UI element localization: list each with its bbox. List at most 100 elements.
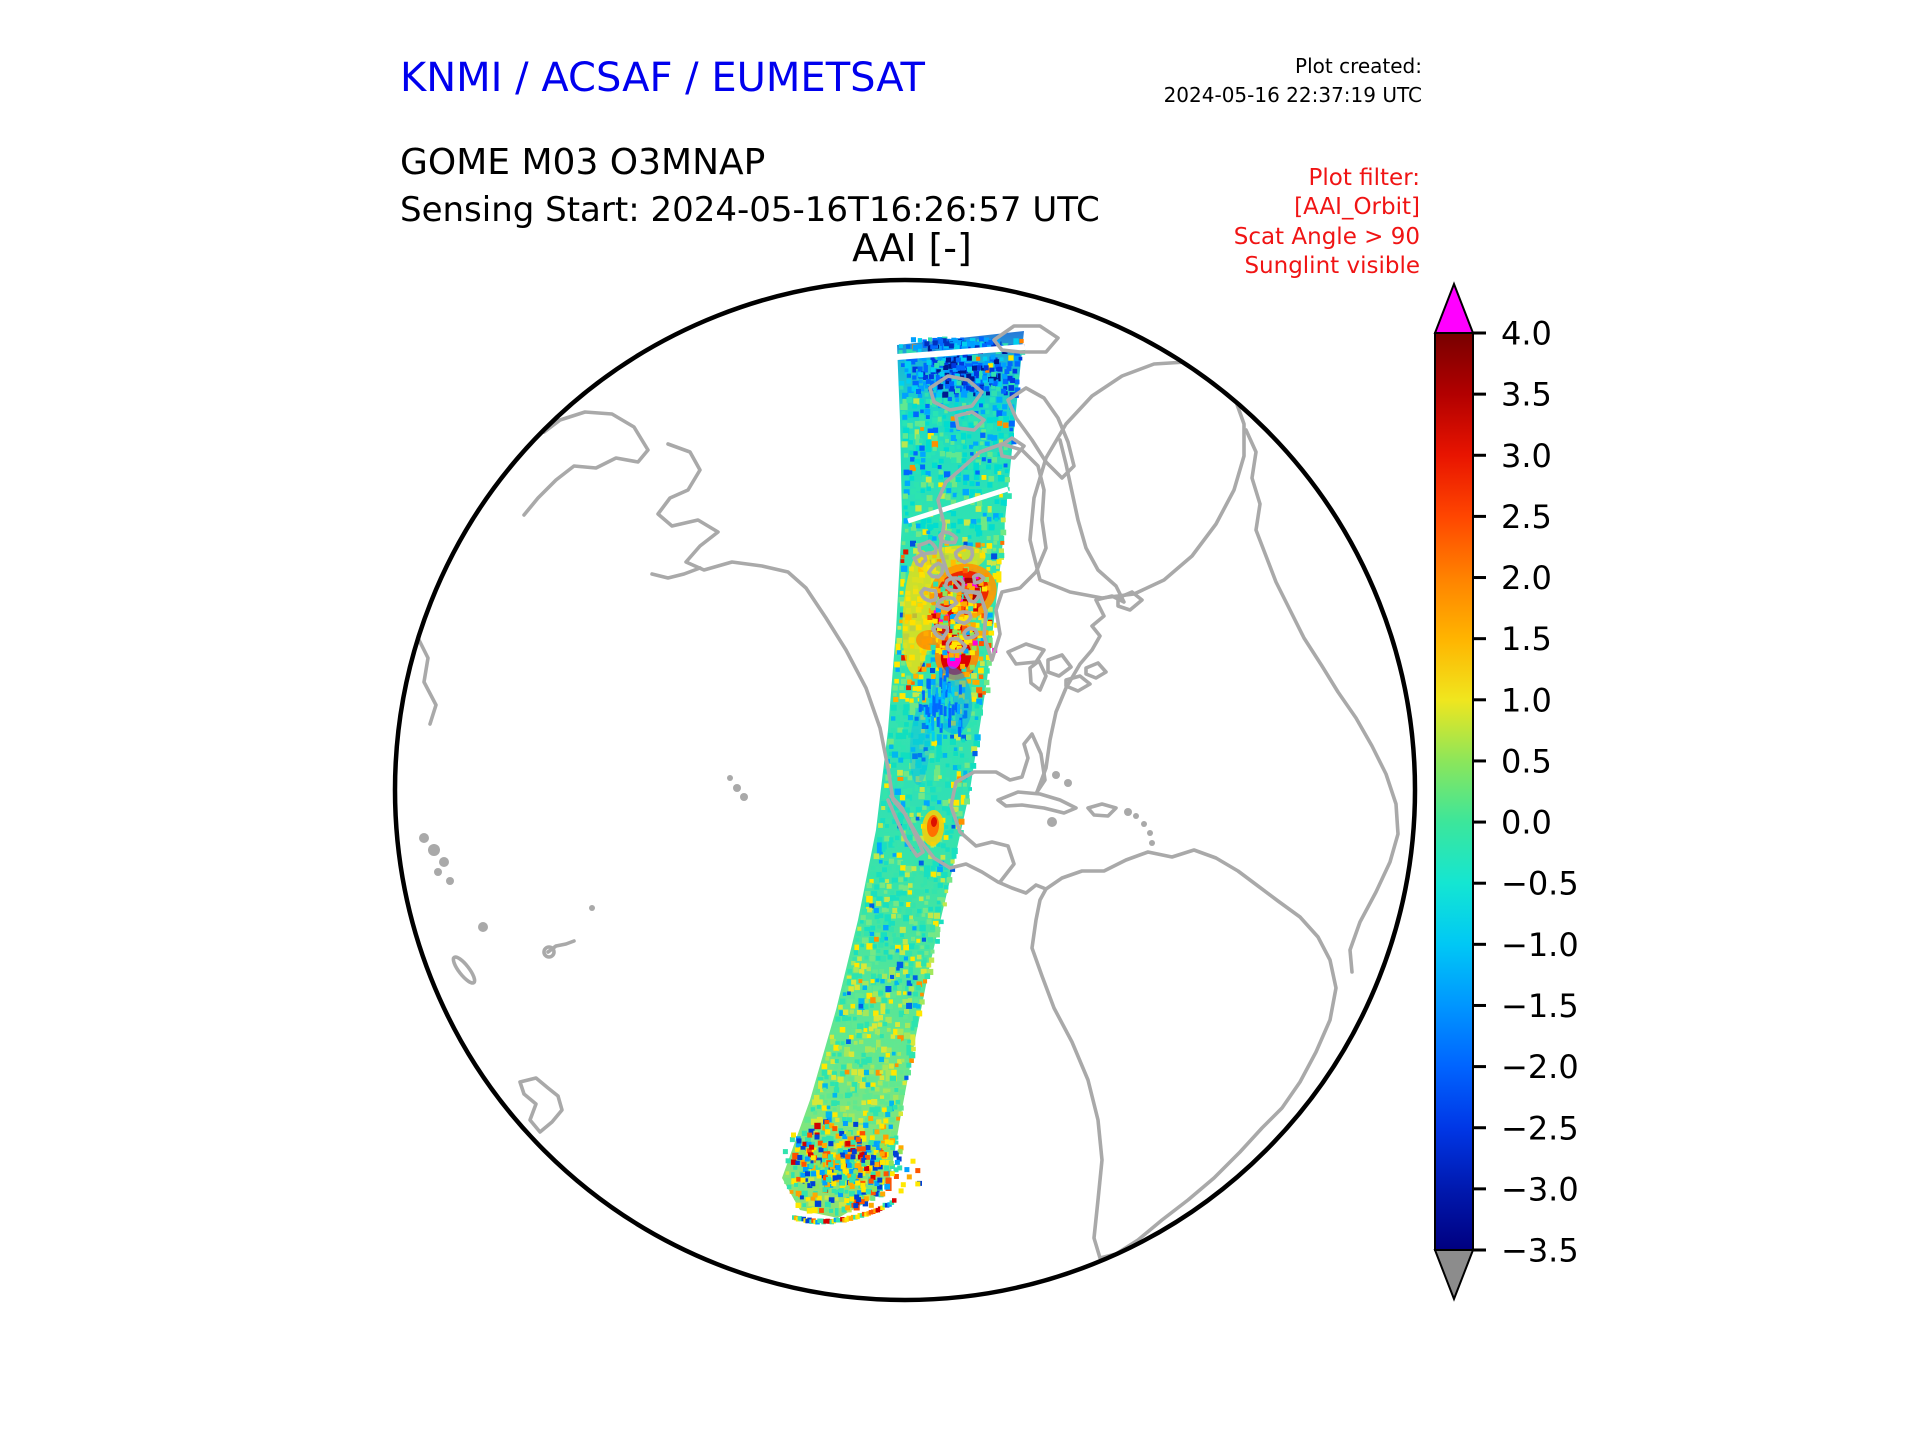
island [1147, 830, 1153, 836]
plot-filter-line: [AAI_Orbit] [1294, 194, 1420, 221]
colorbar: 4.0 3.5 3.0 2.5 2.0 1.5 1.0 0.5 0.0 −0.5 −1.0 −1.5 −… [1433, 281, 1579, 1302]
lake [927, 561, 945, 579]
plot-filter-line: Sunglint visible [1244, 253, 1420, 280]
swath-edge-pixel [889, 1200, 895, 1205]
colorbar-tick-label: 2.5 [1501, 498, 1552, 536]
swath-edge-pixel [875, 1207, 881, 1213]
org-title: KNMI / ACSAF / EUMETSAT [400, 55, 925, 101]
swath-edge-pixel [887, 1202, 892, 1207]
island [1149, 840, 1155, 846]
coastline-hudson-bay [936, 442, 1048, 662]
coastline-greenland [1028, 360, 1246, 600]
coastline-lake-huron [1046, 653, 1073, 678]
lake [953, 610, 973, 626]
lake [912, 552, 928, 568]
colorbar-tick-label: 3.0 [1501, 437, 1552, 475]
lake [943, 576, 966, 593]
coastline-victoria-island [954, 410, 986, 432]
coastline-kamchatka-limb [415, 634, 438, 726]
colorbar-tick-label: −1.5 [1501, 987, 1579, 1025]
coastline-fiji-group [518, 1076, 564, 1134]
island [434, 868, 442, 876]
island [1133, 813, 1139, 819]
lake [938, 530, 959, 545]
colorbar-tick-label: −3.0 [1501, 1170, 1579, 1208]
product-title: GOME M03 O3MNAP [400, 142, 766, 183]
colorbar-tick-label: 1.0 [1501, 681, 1552, 719]
island-patch [451, 955, 477, 985]
speckle-cluster [782, 1116, 922, 1211]
lake [919, 586, 939, 603]
plot-created: Plot created: 2024-05-16 22:37:19 UTC [1164, 52, 1422, 110]
colorbar-tick-label: −3.5 [1501, 1232, 1579, 1270]
island [740, 793, 748, 801]
island [1141, 821, 1147, 827]
coastline-cuba [996, 790, 1078, 815]
swath-edge-pixel [861, 1211, 867, 1217]
lake [962, 626, 980, 640]
island [428, 844, 440, 856]
island [1064, 779, 1072, 787]
colorbar-tick-label: 0.0 [1501, 804, 1552, 842]
swath-edge-pixel [866, 1211, 871, 1216]
globe-group [415, 324, 1400, 1260]
island [446, 877, 454, 885]
swath-edge-pixel [871, 1209, 876, 1214]
speckle-cluster [918, 667, 963, 742]
island [439, 857, 449, 867]
colorbar-under-arrow [1433, 1249, 1475, 1302]
island [419, 833, 429, 843]
plot-filter-line: Scat Angle > 90 [1233, 223, 1420, 250]
colorbar-bar [1434, 332, 1474, 1251]
swath-edge-pixel [868, 1210, 874, 1215]
swath-edge-pixel [884, 1203, 890, 1208]
coastline-east-limb-coast [1244, 428, 1400, 974]
plot-filter-line: Plot filter: [1308, 165, 1420, 191]
colorbar-tick-label: 1.5 [1501, 620, 1552, 658]
coastline-banks-island [928, 374, 984, 412]
colorbar-tick-label: −2.5 [1501, 1109, 1579, 1147]
coastline-hispaniola [1086, 802, 1118, 818]
coastline-southampton [998, 436, 1026, 460]
coastline-chukotka [522, 410, 650, 517]
lake [935, 595, 959, 612]
swath-edge-pixel [873, 1208, 878, 1213]
colorbar-tick-label: −2.0 [1501, 1048, 1579, 1086]
swath-edge-pixel [880, 1205, 885, 1211]
colorbar-tick-label: 3.5 [1501, 376, 1552, 414]
coastline-ellesmere [992, 324, 1060, 354]
lake [971, 573, 986, 585]
lake [917, 539, 938, 556]
island [589, 905, 595, 911]
coastline-lake-erie [1064, 674, 1092, 693]
island [1124, 808, 1132, 816]
lake [953, 544, 975, 565]
plot-created-timestamp: 2024-05-16 22:37:19 UTC [1163, 83, 1422, 107]
coastline-aleutians [650, 566, 702, 580]
colorbar-over-arrow [1433, 281, 1475, 334]
swath-edge-pixel [892, 1198, 897, 1203]
scan-gap [907, 486, 1009, 524]
island [727, 775, 733, 781]
atoll [542, 945, 556, 959]
lake [945, 636, 968, 654]
colorbar-tick-label: −1.0 [1501, 926, 1579, 964]
swath-edge-pixel [877, 1206, 883, 1211]
plot-filter: Plot filter: [AAI_Orbit] Scat Angle > 90… [1234, 164, 1420, 282]
colorbar-tick-label: 4.0 [1501, 315, 1552, 353]
lake [963, 589, 981, 604]
coastline-baffin-island [1006, 386, 1076, 480]
coastline-us-east-coast [1035, 438, 1126, 794]
colorbar-tick-label: −0.5 [1501, 865, 1579, 903]
island [733, 784, 741, 792]
coastline-north-america-west [656, 442, 1048, 895]
plot-created-label: Plot created: [1295, 54, 1422, 78]
swath-edge-pixel [882, 1202, 888, 1208]
coastline-gulf-florida [949, 732, 1047, 884]
sensing-start: Sensing Start: 2024-05-16T16:26:57 UTC [400, 190, 1100, 230]
coastline-lake-superior [1006, 642, 1046, 666]
coastline-lake-michigan [1028, 659, 1048, 692]
coastline-baja-california [886, 794, 925, 858]
